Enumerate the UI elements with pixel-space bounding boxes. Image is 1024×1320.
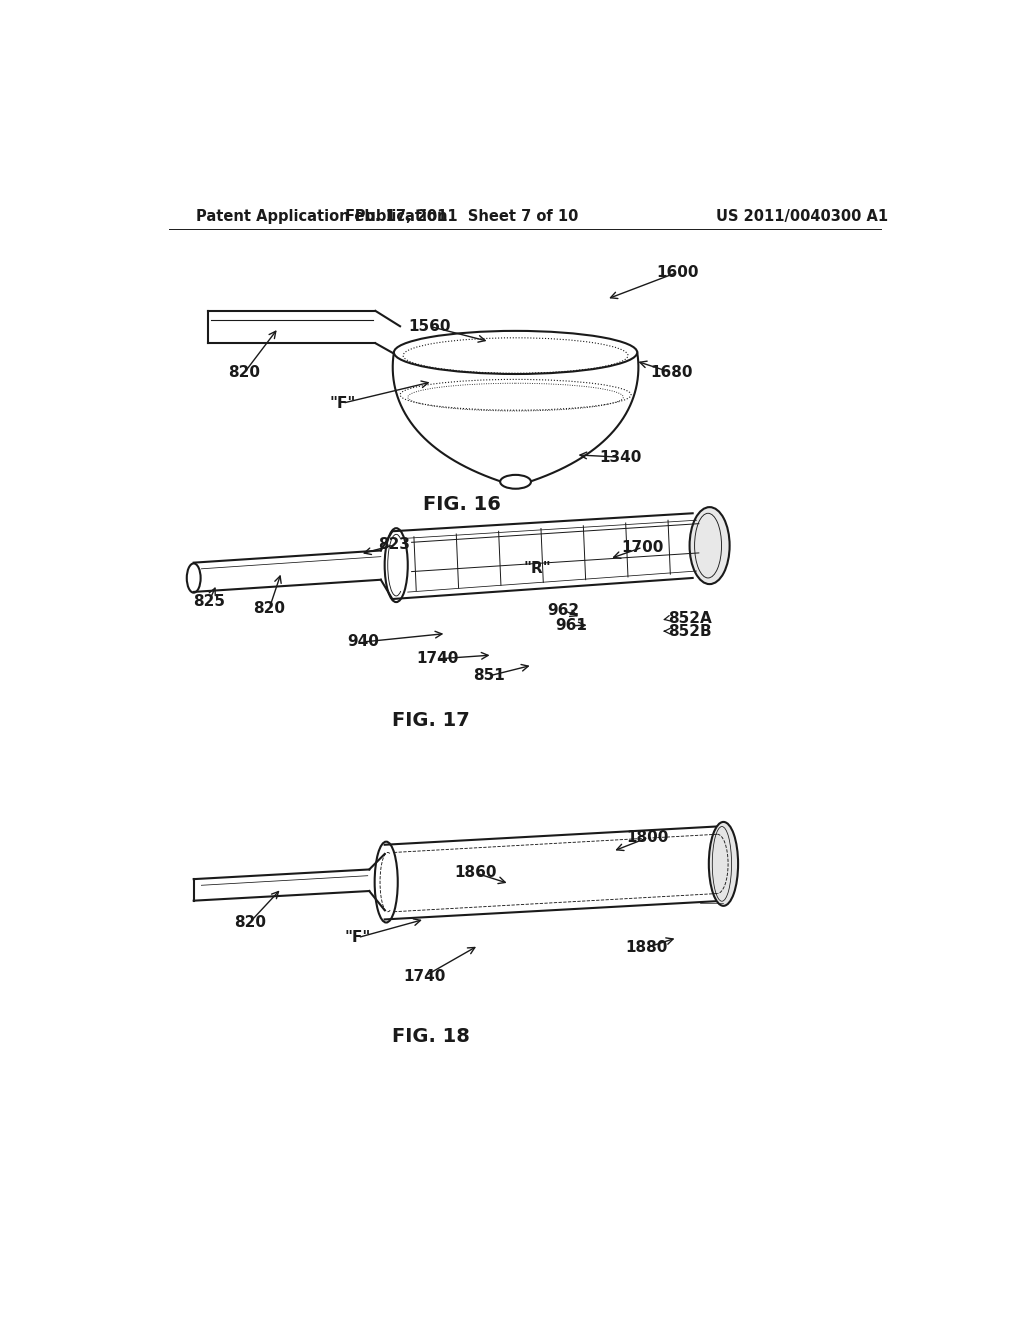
Text: 1880: 1880 (626, 940, 668, 956)
Text: "R": "R" (523, 561, 551, 577)
Text: 961: 961 (555, 618, 587, 634)
Text: 852B: 852B (668, 623, 712, 639)
Ellipse shape (385, 528, 408, 602)
Ellipse shape (500, 475, 531, 488)
Text: "F": "F" (329, 396, 355, 411)
Ellipse shape (186, 564, 201, 593)
Text: 1740: 1740 (403, 969, 445, 983)
Text: FIG. 17: FIG. 17 (392, 711, 470, 730)
Text: 1680: 1680 (650, 364, 692, 380)
Text: US 2011/0040300 A1: US 2011/0040300 A1 (716, 209, 888, 223)
Text: 962: 962 (547, 603, 580, 618)
Text: 1740: 1740 (416, 651, 458, 667)
Text: 940: 940 (347, 635, 379, 649)
Ellipse shape (375, 842, 397, 923)
Ellipse shape (394, 331, 637, 374)
Text: 851: 851 (473, 668, 505, 684)
Text: 1340: 1340 (599, 450, 641, 465)
Text: FIG. 18: FIG. 18 (392, 1027, 470, 1045)
Text: 820: 820 (233, 915, 266, 929)
Ellipse shape (689, 507, 730, 585)
Text: 1600: 1600 (656, 265, 698, 280)
Text: 820: 820 (253, 602, 285, 616)
Text: "F": "F" (344, 931, 371, 945)
Text: 1560: 1560 (409, 318, 451, 334)
Text: 825: 825 (194, 594, 225, 609)
Text: Patent Application Publication: Patent Application Publication (196, 209, 447, 223)
Text: 1700: 1700 (622, 540, 664, 554)
Text: 1800: 1800 (627, 830, 670, 845)
Text: 1860: 1860 (455, 866, 497, 880)
Text: 852A: 852A (668, 611, 712, 627)
Text: Feb. 17, 2011  Sheet 7 of 10: Feb. 17, 2011 Sheet 7 of 10 (345, 209, 579, 223)
Text: 823: 823 (378, 537, 410, 553)
Text: FIG. 16: FIG. 16 (423, 495, 501, 515)
Text: 820: 820 (228, 364, 260, 380)
Ellipse shape (709, 822, 738, 906)
